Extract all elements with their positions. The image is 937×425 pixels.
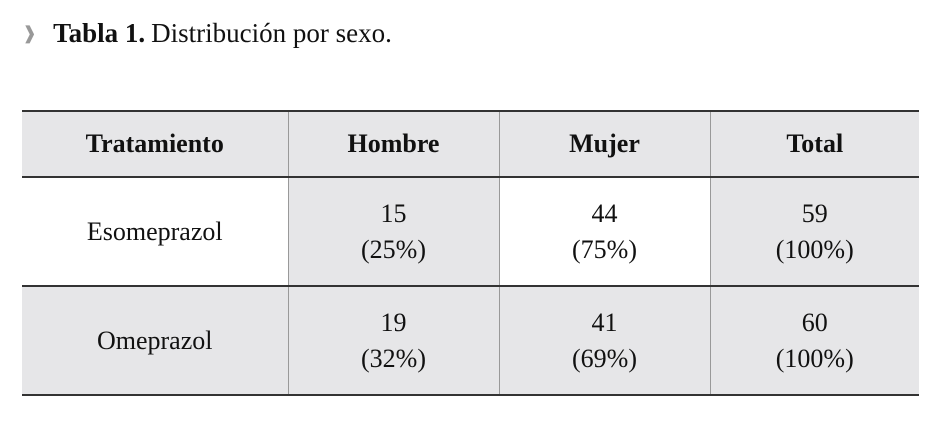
value-cell: 19 (32%) bbox=[287, 286, 499, 395]
header-cell: Mujer bbox=[498, 110, 710, 178]
row-label-cell: Omeprazol bbox=[22, 286, 288, 395]
header-cell: Tratamiento bbox=[22, 110, 288, 178]
caption-icon: ❱ bbox=[22, 23, 38, 43]
count: 19 bbox=[380, 307, 407, 337]
value-cell: 59 (100%) bbox=[709, 177, 919, 286]
header-cell: Hombre bbox=[287, 110, 499, 178]
value-cell: 44 (75%) bbox=[498, 177, 710, 286]
table-row: Esomeprazol 15 (25%) 44 (75%) 59 (100%) bbox=[22, 177, 919, 286]
count: 15 bbox=[380, 198, 407, 228]
count: 60 bbox=[801, 307, 828, 337]
header-row: Tratamiento Hombre Mujer Total bbox=[22, 110, 919, 178]
count: 41 bbox=[591, 307, 618, 337]
caption: ❱ Tabla 1. Distribución por sexo. bbox=[22, 18, 392, 49]
caption-text: Distribución por sexo. bbox=[151, 18, 392, 48]
value-cell: 15 (25%) bbox=[287, 177, 499, 286]
row-label-cell: Esomeprazol bbox=[22, 177, 288, 286]
row-label: Esomeprazol bbox=[86, 216, 223, 246]
percent: (75%) bbox=[572, 234, 637, 264]
percent: (100%) bbox=[775, 234, 854, 264]
count: 44 bbox=[591, 198, 618, 228]
percent: (25%) bbox=[361, 234, 426, 264]
percent: (100%) bbox=[775, 343, 854, 373]
table-row: Omeprazol 19 (32%) 41 (69%) 60 (100%) bbox=[22, 286, 919, 395]
value-cell: 60 (100%) bbox=[709, 286, 919, 395]
data-table: Tratamiento Hombre Mujer Total Esomeprazol 1… bbox=[22, 110, 919, 396]
table-body: Esomeprazol 15 (25%) 44 (75%) 59 (100%) Omepraz… bbox=[22, 177, 919, 395]
value-cell: 41 (69%) bbox=[498, 286, 710, 395]
percent: (69%) bbox=[572, 343, 637, 373]
header-cell: Total bbox=[709, 110, 919, 178]
row-label: Omeprazol bbox=[96, 325, 213, 355]
percent: (32%) bbox=[361, 343, 426, 373]
caption-label: Tabla 1. bbox=[53, 18, 146, 48]
count: 59 bbox=[801, 198, 828, 228]
